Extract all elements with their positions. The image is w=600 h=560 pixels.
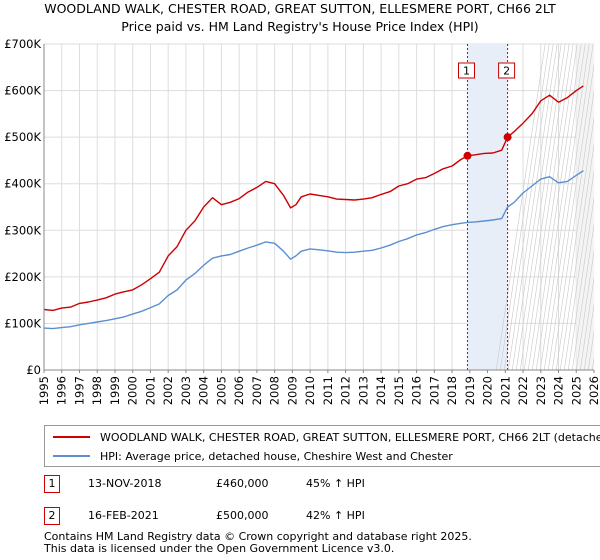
forecast-hatch [559, 103, 600, 371]
footer-licence: This data is licensed under the Open Gov… [44, 542, 395, 555]
sale-price: £460,000 [216, 477, 269, 490]
x-tick-label: 2007 [250, 376, 264, 405]
sale-date: 13-NOV-2018 [88, 477, 162, 490]
x-tick-label: 2016 [410, 376, 424, 405]
sale-number-badge: 2 [44, 507, 60, 525]
chart-subtitle: Price paid vs. HM Land Registry's House … [121, 19, 479, 34]
footer: Contains HM Land Registry data © Crown c… [44, 531, 472, 555]
x-tick-label: 1995 [37, 376, 51, 405]
y-tick-label: £400K [4, 177, 41, 191]
x-tick-label: 1999 [108, 376, 122, 405]
x-tick-label: 2006 [232, 376, 246, 405]
x-tick-label: 2021 [498, 376, 512, 405]
x-tick-label: 1996 [55, 376, 69, 405]
forecast-hatch [563, 129, 600, 371]
forecast-hatch [583, 263, 600, 371]
sale-hpi-change: 42% ↑ HPI [306, 509, 365, 522]
footer-copyright: Contains HM Land Registry data © Crown c… [44, 530, 472, 543]
x-tick-label: 2022 [516, 376, 530, 405]
property-series-line [43, 85, 584, 312]
forecast-hatch [531, 43, 582, 371]
forecast-hatch [507, 43, 558, 371]
y-tick-label: £700K [4, 37, 41, 51]
forecast-hatch [519, 43, 570, 371]
sale-period-shade [467, 44, 508, 370]
x-tick-label: 2009 [285, 376, 299, 405]
x-tick-label: 1998 [90, 376, 104, 405]
forecast-hatch [551, 49, 600, 371]
y-tick-label: £100K [4, 316, 41, 330]
forecast-hatch [527, 43, 578, 371]
forecast-hatch [535, 43, 586, 371]
sale-marker-label: 1 [463, 65, 470, 78]
sale-hpi-change: 45% ↑ HPI [306, 477, 365, 490]
x-tick-label: 2015 [392, 376, 406, 405]
x-tick-label: 2023 [534, 376, 548, 405]
legend-hpi-label: HPI: Average price, detached house, Ches… [100, 449, 453, 463]
sale-date: 16-FEB-2021 [88, 509, 159, 522]
forecast-hatch [495, 43, 546, 371]
sale-marker-box [498, 62, 516, 79]
x-tick-label: 2017 [427, 376, 441, 405]
chart-title: WOODLAND WALK, CHESTER ROAD, GREAT SUTTO… [44, 1, 556, 16]
x-tick-label: 1997 [72, 376, 86, 405]
sale-marker-label: 2 [503, 65, 510, 78]
x-tick-label: 2024 [552, 376, 566, 405]
y-tick-label: £200K [4, 270, 41, 284]
x-tick-label: 2020 [481, 376, 495, 405]
sale-price: £500,000 [216, 509, 269, 522]
forecast-hatch [499, 43, 550, 371]
forecast-hatch [515, 43, 566, 371]
sale-number-badge: 1 [44, 475, 60, 493]
x-tick-label: 2012 [339, 376, 353, 405]
legend-hpi-swatch [53, 455, 90, 457]
legend: WOODLAND WALK, CHESTER ROAD, GREAT SUTTO… [44, 425, 600, 467]
sale-point [463, 151, 472, 160]
x-tick-label: 2005 [214, 376, 228, 405]
legend-item-property: WOODLAND WALK, CHESTER ROAD, GREAT SUTTO… [53, 427, 600, 447]
y-tick-label: £0 [26, 363, 41, 377]
y-tick-label: £300K [4, 223, 41, 237]
hpi-series-line [43, 170, 584, 330]
x-tick-label: 2001 [143, 376, 157, 405]
forecast-hatch [575, 209, 600, 371]
forecast-hatch [579, 236, 600, 371]
x-tick-label: 2000 [126, 376, 140, 405]
legend-item-hpi: HPI: Average price, detached house, Ches… [53, 446, 453, 466]
x-tick-label: 2026 [587, 376, 600, 405]
x-tick-label: 2013 [356, 376, 370, 405]
forecast-hatch [547, 43, 598, 371]
y-tick-label: £600K [4, 84, 41, 98]
x-tick-label: 2004 [197, 376, 211, 405]
x-tick-label: 2018 [445, 376, 459, 405]
x-tick-label: 2011 [321, 376, 335, 405]
price-chart: £0 £100K £200K £300K £400K £500K £600K £700K 19… [4, 37, 600, 405]
x-tick-label: 2010 [303, 376, 317, 405]
plot-right-edge [594, 42, 600, 372]
forecast-hatch [567, 156, 600, 371]
x-tick-label: 2019 [463, 376, 477, 405]
legend-property-swatch [53, 436, 90, 438]
forecast-hatch [539, 43, 590, 371]
forecast-hatch [543, 43, 594, 371]
x-tick-label: 2003 [179, 376, 193, 405]
y-tick-label: £500K [4, 130, 41, 144]
x-tick-label: 2014 [374, 376, 388, 405]
x-tick-label: 2008 [268, 376, 282, 405]
sale-point [503, 133, 512, 142]
x-tick-label: 2025 [569, 376, 583, 405]
sale-marker-box [458, 62, 475, 79]
chart-title-block: WOODLAND WALK, CHESTER ROAD, GREAT SUTTO… [0, 0, 600, 36]
x-tick-label: 2002 [161, 376, 175, 405]
legend-property-label: WOODLAND WALK, CHESTER ROAD, GREAT SUTTO… [100, 430, 600, 444]
